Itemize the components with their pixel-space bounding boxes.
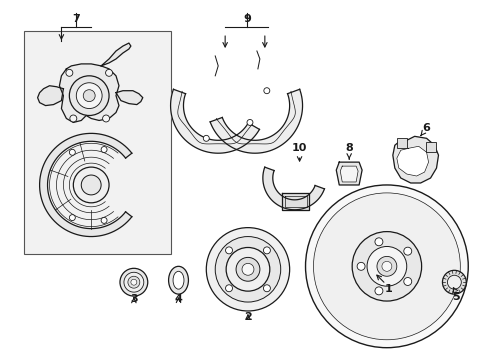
Text: 5: 5 xyxy=(451,292,459,302)
Circle shape xyxy=(69,215,75,221)
Circle shape xyxy=(83,90,95,102)
Polygon shape xyxy=(101,43,131,66)
Polygon shape xyxy=(38,86,63,105)
Ellipse shape xyxy=(173,271,183,289)
Polygon shape xyxy=(116,91,142,105)
Circle shape xyxy=(81,175,101,195)
Text: 2: 2 xyxy=(244,312,251,322)
Text: 1: 1 xyxy=(384,284,392,294)
Text: 6: 6 xyxy=(422,123,429,134)
Circle shape xyxy=(203,135,209,141)
Circle shape xyxy=(442,270,466,294)
Circle shape xyxy=(215,237,280,302)
Circle shape xyxy=(305,185,468,348)
Circle shape xyxy=(242,264,253,275)
Circle shape xyxy=(313,193,459,340)
Circle shape xyxy=(69,76,109,116)
Circle shape xyxy=(447,275,460,289)
Bar xyxy=(425,142,435,152)
Text: 7: 7 xyxy=(72,14,80,24)
Circle shape xyxy=(131,279,137,285)
Circle shape xyxy=(374,238,382,246)
Circle shape xyxy=(381,261,391,271)
Polygon shape xyxy=(40,134,132,237)
Text: 8: 8 xyxy=(345,143,352,153)
Circle shape xyxy=(356,262,365,270)
Circle shape xyxy=(73,167,109,203)
Polygon shape xyxy=(263,167,324,210)
Circle shape xyxy=(206,228,289,311)
Circle shape xyxy=(366,247,406,286)
Bar xyxy=(396,138,406,148)
Text: 10: 10 xyxy=(291,143,306,153)
Circle shape xyxy=(101,147,107,153)
Circle shape xyxy=(403,247,411,255)
Polygon shape xyxy=(340,166,357,182)
Circle shape xyxy=(225,285,232,292)
Polygon shape xyxy=(336,162,361,185)
Circle shape xyxy=(102,115,109,122)
Circle shape xyxy=(123,272,143,292)
Circle shape xyxy=(263,285,270,292)
Circle shape xyxy=(128,276,140,288)
Circle shape xyxy=(69,149,75,155)
Circle shape xyxy=(236,257,259,281)
Polygon shape xyxy=(60,64,119,122)
Circle shape xyxy=(101,217,107,223)
Circle shape xyxy=(264,88,269,94)
Circle shape xyxy=(105,69,112,76)
Polygon shape xyxy=(392,136,438,183)
Bar xyxy=(24,31,170,255)
Circle shape xyxy=(403,278,411,285)
Circle shape xyxy=(76,83,102,109)
Polygon shape xyxy=(281,193,309,210)
Polygon shape xyxy=(210,89,302,153)
Circle shape xyxy=(70,115,77,122)
Polygon shape xyxy=(170,89,259,153)
Circle shape xyxy=(263,247,270,254)
Circle shape xyxy=(66,69,73,76)
Text: 9: 9 xyxy=(243,14,250,24)
Circle shape xyxy=(351,231,421,301)
Circle shape xyxy=(246,120,252,125)
Circle shape xyxy=(225,247,269,291)
Circle shape xyxy=(120,268,147,296)
Ellipse shape xyxy=(168,266,188,294)
Circle shape xyxy=(376,256,396,276)
Text: 4: 4 xyxy=(174,294,182,304)
Polygon shape xyxy=(396,146,427,176)
Text: 3: 3 xyxy=(130,294,138,304)
Circle shape xyxy=(374,287,382,295)
Circle shape xyxy=(225,247,232,254)
